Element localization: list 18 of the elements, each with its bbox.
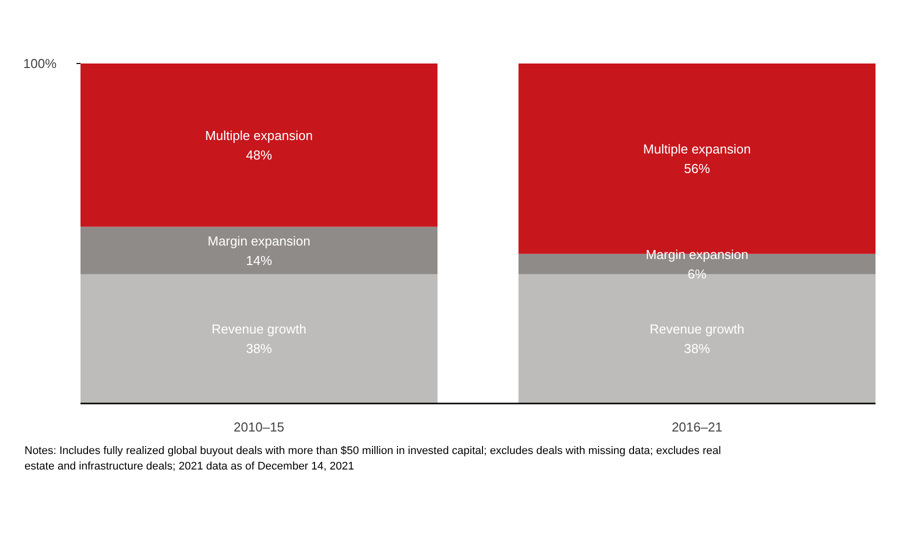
bar: [80, 64, 438, 227]
data-label: 48%: [246, 147, 272, 162]
text: Revenue growth: [650, 322, 744, 337]
text: Margin expansion: [208, 233, 310, 248]
text: Multiple expansion: [643, 141, 751, 156]
data-label: 56%: [684, 160, 710, 176]
x-tick-label: 2010–15: [234, 420, 284, 434]
data-label: 6%: [688, 266, 707, 282]
series-label: Multiple expansion: [205, 128, 313, 143]
data-label: 38%: [246, 341, 272, 356]
text: Notes: Includes fully realized global buyout deals with more than $50 million in invested capital; excludes deals with missing data; excludes real estate and infrastructure deals; 2021 data as of December 14, 2021: [24, 444, 721, 472]
x-tick-label: 2016–21: [672, 420, 722, 434]
y-tick-label: 100%: [23, 56, 57, 71]
data-label: 14%: [246, 252, 272, 268]
bar: [80, 274, 438, 404]
bar: [80, 226, 438, 274]
data-label: 38%: [684, 341, 710, 356]
series-label: Revenue growth: [212, 322, 306, 337]
